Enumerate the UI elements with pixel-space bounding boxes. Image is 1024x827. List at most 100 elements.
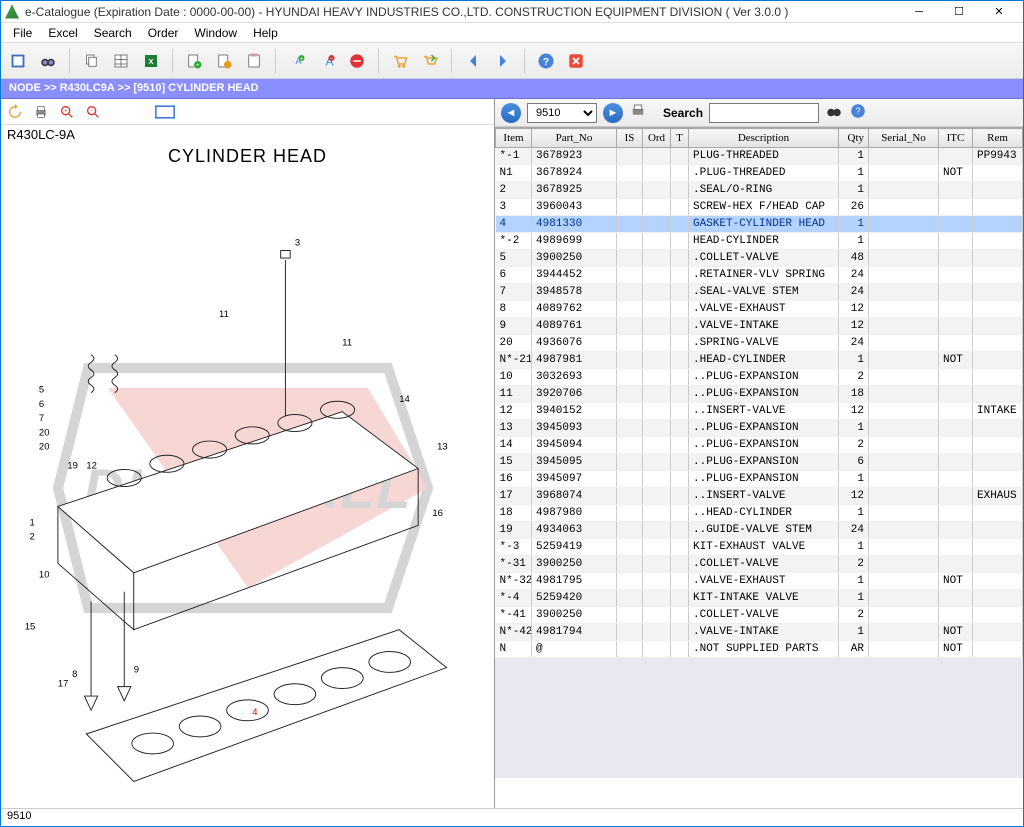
search-label: Search [663, 106, 703, 120]
binoculars-icon[interactable] [35, 48, 61, 74]
table-row[interactable]: 153945095..PLUG-EXPANSION6 [496, 454, 1023, 471]
svg-text:+: + [64, 108, 67, 114]
next-page-icon[interactable]: ► [603, 103, 623, 123]
section-combo[interactable]: 9510 [527, 103, 597, 123]
diagram-area[interactable]: DIAG MALL [1, 167, 494, 808]
zoom-in-icon[interactable]: + [57, 102, 77, 122]
parts-pane: ◄ 9510 ► Search ? Item Part_No IS Ord T [495, 99, 1023, 808]
col-rem[interactable]: Rem [973, 129, 1023, 148]
book-icon[interactable] [5, 48, 31, 74]
svg-text:20: 20 [39, 442, 50, 453]
table-row[interactable]: 123940152..INSERT-VALVE12INTAKE [496, 403, 1023, 420]
table-row[interactable]: 133945093..PLUG-EXPANSION1 [496, 420, 1023, 437]
doc-clipboard-icon[interactable] [241, 48, 267, 74]
table-row[interactable]: 143945094..PLUG-EXPANSION2 [496, 437, 1023, 454]
help-icon[interactable]: ? [533, 48, 559, 74]
table-row[interactable]: N13678924.PLUG-THREADED1NOT [496, 165, 1023, 182]
col-qty[interactable]: Qty [839, 129, 869, 148]
table-row[interactable]: *-413900250.COLLET-VALVE2 [496, 607, 1023, 624]
svg-text:11: 11 [219, 309, 229, 320]
minimize-button[interactable]: ─ [899, 2, 939, 22]
parts-table: Item Part_No IS Ord T Description Qty Se… [495, 128, 1023, 658]
maximize-button[interactable]: ☐ [939, 2, 979, 22]
table-row[interactable]: 184987980..HEAD-CYLINDER1 [496, 505, 1023, 522]
menu-window[interactable]: Window [186, 24, 245, 42]
print-parts-icon[interactable] [629, 102, 647, 123]
col-ord[interactable]: Ord [643, 129, 671, 148]
table-filler [495, 658, 1023, 778]
close-red-icon[interactable] [563, 48, 589, 74]
table-row[interactable]: N*-424981794.VALVE-INTAKE1NOT [496, 624, 1023, 641]
cart-go-icon[interactable] [417, 48, 443, 74]
col-desc[interactable]: Description [689, 129, 839, 148]
table-row[interactable]: *-24989699HEAD-CYLINDER1 [496, 233, 1023, 250]
search-input[interactable] [709, 103, 819, 123]
parts-table-wrap[interactable]: Item Part_No IS Ord T Description Qty Se… [495, 127, 1023, 808]
statusbar: 9510 [1, 808, 1023, 826]
col-itc[interactable]: ITC [939, 129, 973, 148]
table-row[interactable]: 94089761.VALVE-INTAKE12 [496, 318, 1023, 335]
print-icon[interactable] [31, 102, 51, 122]
fit-rect-icon[interactable] [155, 102, 175, 122]
table-row[interactable]: N@.NOT SUPPLIED PARTSARNOT [496, 641, 1023, 658]
col-is[interactable]: IS [617, 129, 643, 148]
table-row[interactable]: *-45259420KIT-INTAKE VALVE1 [496, 590, 1023, 607]
prev-page-icon[interactable]: ◄ [501, 103, 521, 123]
menu-help[interactable]: Help [245, 24, 286, 42]
refresh-icon[interactable] [5, 102, 25, 122]
svg-text:?: ? [543, 55, 549, 67]
nav-back-icon[interactable] [460, 48, 486, 74]
close-button[interactable]: ✕ [979, 2, 1019, 22]
svg-text:?: ? [856, 106, 861, 116]
menubar: File Excel Search Order Window Help [1, 23, 1023, 43]
menu-file[interactable]: File [5, 24, 40, 42]
svg-text:5: 5 [39, 385, 44, 396]
window-title: e-Catalogue (Expiration Date : 0000-00-0… [25, 5, 899, 19]
menu-excel[interactable]: Excel [40, 24, 85, 42]
table-row[interactable]: 33960043SCREW-HEX F/HEAD CAP26 [496, 199, 1023, 216]
table-row[interactable]: 173968074..INSERT-VALVE12EXHAUS [496, 488, 1023, 505]
table-row[interactable]: *-313900250.COLLET-VALVE2 [496, 556, 1023, 573]
svg-text:11: 11 [342, 337, 352, 348]
excel-icon[interactable]: X [138, 48, 164, 74]
minus-circle-icon[interactable] [344, 48, 370, 74]
table-row[interactable]: 53900250.COLLET-VALVE48 [496, 250, 1023, 267]
table-row[interactable]: N*-324981795.VALVE-EXHAUST1NOT [496, 573, 1023, 590]
svg-text:13: 13 [437, 442, 448, 453]
cart-icon[interactable] [387, 48, 413, 74]
col-serial[interactable]: Serial_No [869, 129, 939, 148]
svg-text:17: 17 [58, 679, 69, 690]
table-row[interactable]: 63944452.RETAINER-VLV SPRING24 [496, 267, 1023, 284]
col-partno[interactable]: Part_No [532, 129, 617, 148]
doc-check-icon[interactable] [211, 48, 237, 74]
search-binoculars-icon[interactable] [825, 102, 843, 123]
font-small-icon[interactable]: A+ [284, 48, 310, 74]
table-row[interactable]: 204936076.SPRING-VALVE24 [496, 335, 1023, 352]
table-row[interactable]: *-13678923PLUG-THREADED1PP9943 [496, 148, 1023, 165]
table-row[interactable]: N*-214987981.HEAD-CYLINDER1NOT [496, 352, 1023, 369]
zoom-out-icon[interactable]: − [83, 102, 103, 122]
help-small-icon[interactable]: ? [849, 102, 867, 123]
svg-text:+: + [196, 63, 200, 69]
diagram-toolbar: + − [1, 99, 494, 125]
col-t[interactable]: T [671, 129, 689, 148]
nav-forward-icon[interactable] [490, 48, 516, 74]
table-row[interactable]: 194934063..GUIDE-VALVE STEM24 [496, 522, 1023, 539]
copy-icon[interactable] [78, 48, 104, 74]
table-row[interactable]: 84089762.VALVE-EXHAUST12 [496, 301, 1023, 318]
menu-search[interactable]: Search [86, 24, 140, 42]
table-row[interactable]: 103032693..PLUG-EXPANSION2 [496, 369, 1023, 386]
doc-plus-icon[interactable]: + [181, 48, 207, 74]
table-row[interactable]: 23678925.SEAL/O-RING1 [496, 182, 1023, 199]
table-row[interactable]: 44981330GASKET-CYLINDER HEAD1 [496, 216, 1023, 233]
col-item[interactable]: Item [496, 129, 532, 148]
app-icon [5, 5, 19, 19]
table-row[interactable]: *-35259419KIT-EXHAUST VALVE1 [496, 539, 1023, 556]
font-large-icon[interactable]: A− [314, 48, 340, 74]
svg-text:3: 3 [295, 238, 300, 249]
table-row[interactable]: 73948578.SEAL-VALVE STEM24 [496, 284, 1023, 301]
table-row[interactable]: 113920706..PLUG-EXPANSION18 [496, 386, 1023, 403]
menu-order[interactable]: Order [140, 24, 187, 42]
table-row[interactable]: 163945097..PLUG-EXPANSION1 [496, 471, 1023, 488]
grid-icon[interactable] [108, 48, 134, 74]
